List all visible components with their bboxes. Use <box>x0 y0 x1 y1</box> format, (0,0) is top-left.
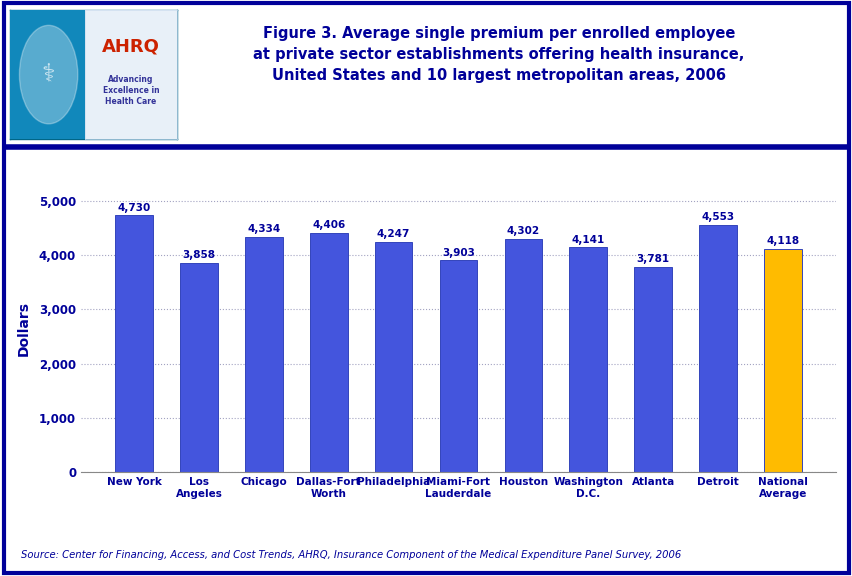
Text: ⚕: ⚕ <box>42 63 55 86</box>
Text: 4,730: 4,730 <box>118 203 151 213</box>
Bar <box>634 267 671 472</box>
Y-axis label: Dollars: Dollars <box>16 301 31 356</box>
Text: Advancing
Excellence in
Health Care: Advancing Excellence in Health Care <box>102 74 159 106</box>
Bar <box>504 238 542 472</box>
Text: 4,553: 4,553 <box>700 213 734 222</box>
Bar <box>569 247 607 472</box>
Bar <box>309 233 347 472</box>
Text: 4,334: 4,334 <box>247 225 280 234</box>
Text: 4,141: 4,141 <box>571 235 604 245</box>
Bar <box>374 241 412 472</box>
Text: AHRQ: AHRQ <box>102 37 159 55</box>
Text: 4,118: 4,118 <box>765 236 798 246</box>
Text: Source: Center for Financing, Access, and Cost Trends, AHRQ, Insurance Component: Source: Center for Financing, Access, an… <box>21 550 681 560</box>
Text: 4,247: 4,247 <box>377 229 410 239</box>
Circle shape <box>20 25 78 124</box>
Bar <box>115 215 153 472</box>
Bar <box>245 237 282 472</box>
Bar <box>439 260 477 472</box>
Text: 3,781: 3,781 <box>636 255 669 264</box>
Text: 3,858: 3,858 <box>182 250 216 260</box>
Bar <box>180 263 217 472</box>
Bar <box>699 225 736 472</box>
Text: 3,903: 3,903 <box>441 248 475 258</box>
Text: 4,302: 4,302 <box>506 226 539 236</box>
Text: 4,406: 4,406 <box>312 221 345 230</box>
Bar <box>763 249 801 472</box>
Text: Figure 3. Average single premium per enrolled employee
at private sector establi: Figure 3. Average single premium per enr… <box>253 26 744 83</box>
